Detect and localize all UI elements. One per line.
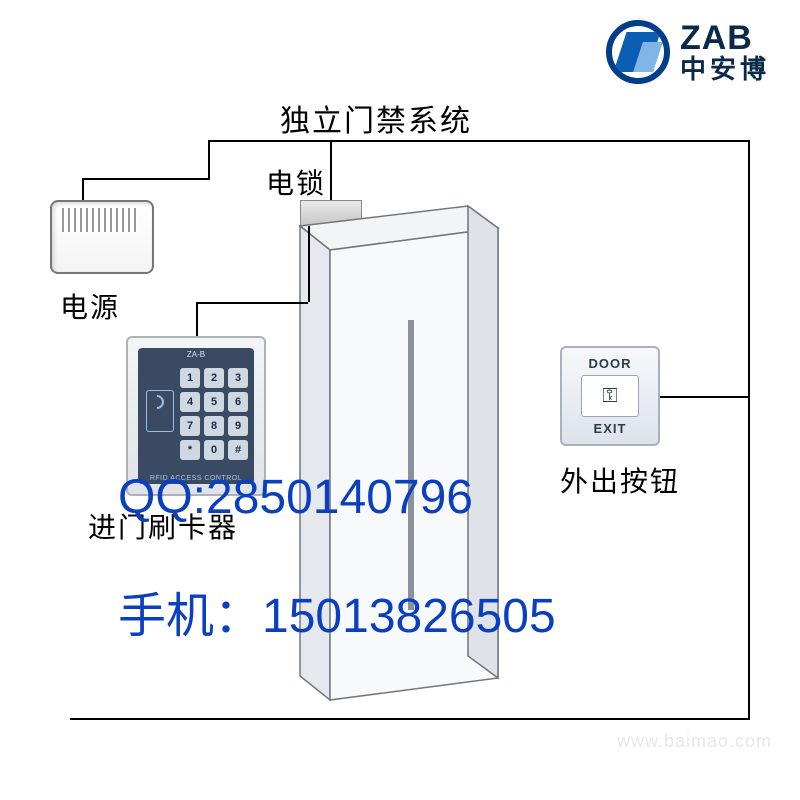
- key: *: [180, 440, 200, 460]
- qq-label: QQ: [118, 471, 193, 524]
- sep: ：: [214, 590, 262, 643]
- brand-logo: ZAB 中安博: [606, 20, 770, 84]
- phone-number: 15013826505: [262, 590, 556, 643]
- logo-en: ZAB: [680, 21, 770, 57]
- key: 7: [180, 416, 200, 436]
- key: 1: [180, 368, 200, 388]
- exit-top-word: DOOR: [589, 356, 632, 371]
- wire: [82, 178, 210, 180]
- key: #: [228, 440, 248, 460]
- wire: [208, 140, 210, 180]
- key: 0: [204, 440, 224, 460]
- frame-line: [208, 140, 748, 142]
- exit-button: DOOR ⚿ EXIT: [560, 346, 660, 446]
- key: 4: [180, 392, 200, 412]
- frame-line: [748, 140, 750, 720]
- watermark: www.baimao.com: [617, 731, 772, 752]
- wire: [82, 178, 84, 202]
- wire: [330, 140, 332, 200]
- wire: [308, 226, 310, 302]
- wire: [196, 302, 308, 304]
- elock-label: 电锁: [266, 162, 326, 202]
- key: 3: [228, 368, 248, 388]
- contact-qq: QQ:2850140796: [118, 470, 473, 525]
- wire: [660, 396, 748, 398]
- reader-brand: ZA-B: [138, 350, 254, 359]
- phone-label: 手机: [118, 590, 214, 643]
- exit-bottom-word: EXIT: [594, 421, 627, 436]
- key: 6: [228, 392, 248, 412]
- psu-vent-icon: [62, 208, 138, 232]
- exit-label: 外出按钮: [560, 460, 680, 500]
- logo-cn: 中安博: [680, 56, 770, 83]
- key: 9: [228, 416, 248, 436]
- qq-number: 2850140796: [206, 471, 473, 524]
- logo-mark-icon: [606, 20, 670, 84]
- key-icon: ⚿: [581, 375, 639, 417]
- power-supply-label: 电源: [60, 286, 120, 326]
- rfid-icon: [146, 390, 174, 432]
- reader-keypad: 1 2 3 4 5 6 7 8 9 * 0 #: [180, 368, 248, 460]
- contact-phone: 手机：15013826505: [118, 576, 556, 646]
- logo-text: ZAB 中安博: [680, 21, 770, 84]
- diagram-title: 独立门禁系统: [280, 96, 472, 140]
- key: 8: [204, 416, 224, 436]
- wire: [196, 302, 198, 336]
- key: 2: [204, 368, 224, 388]
- key: 5: [204, 392, 224, 412]
